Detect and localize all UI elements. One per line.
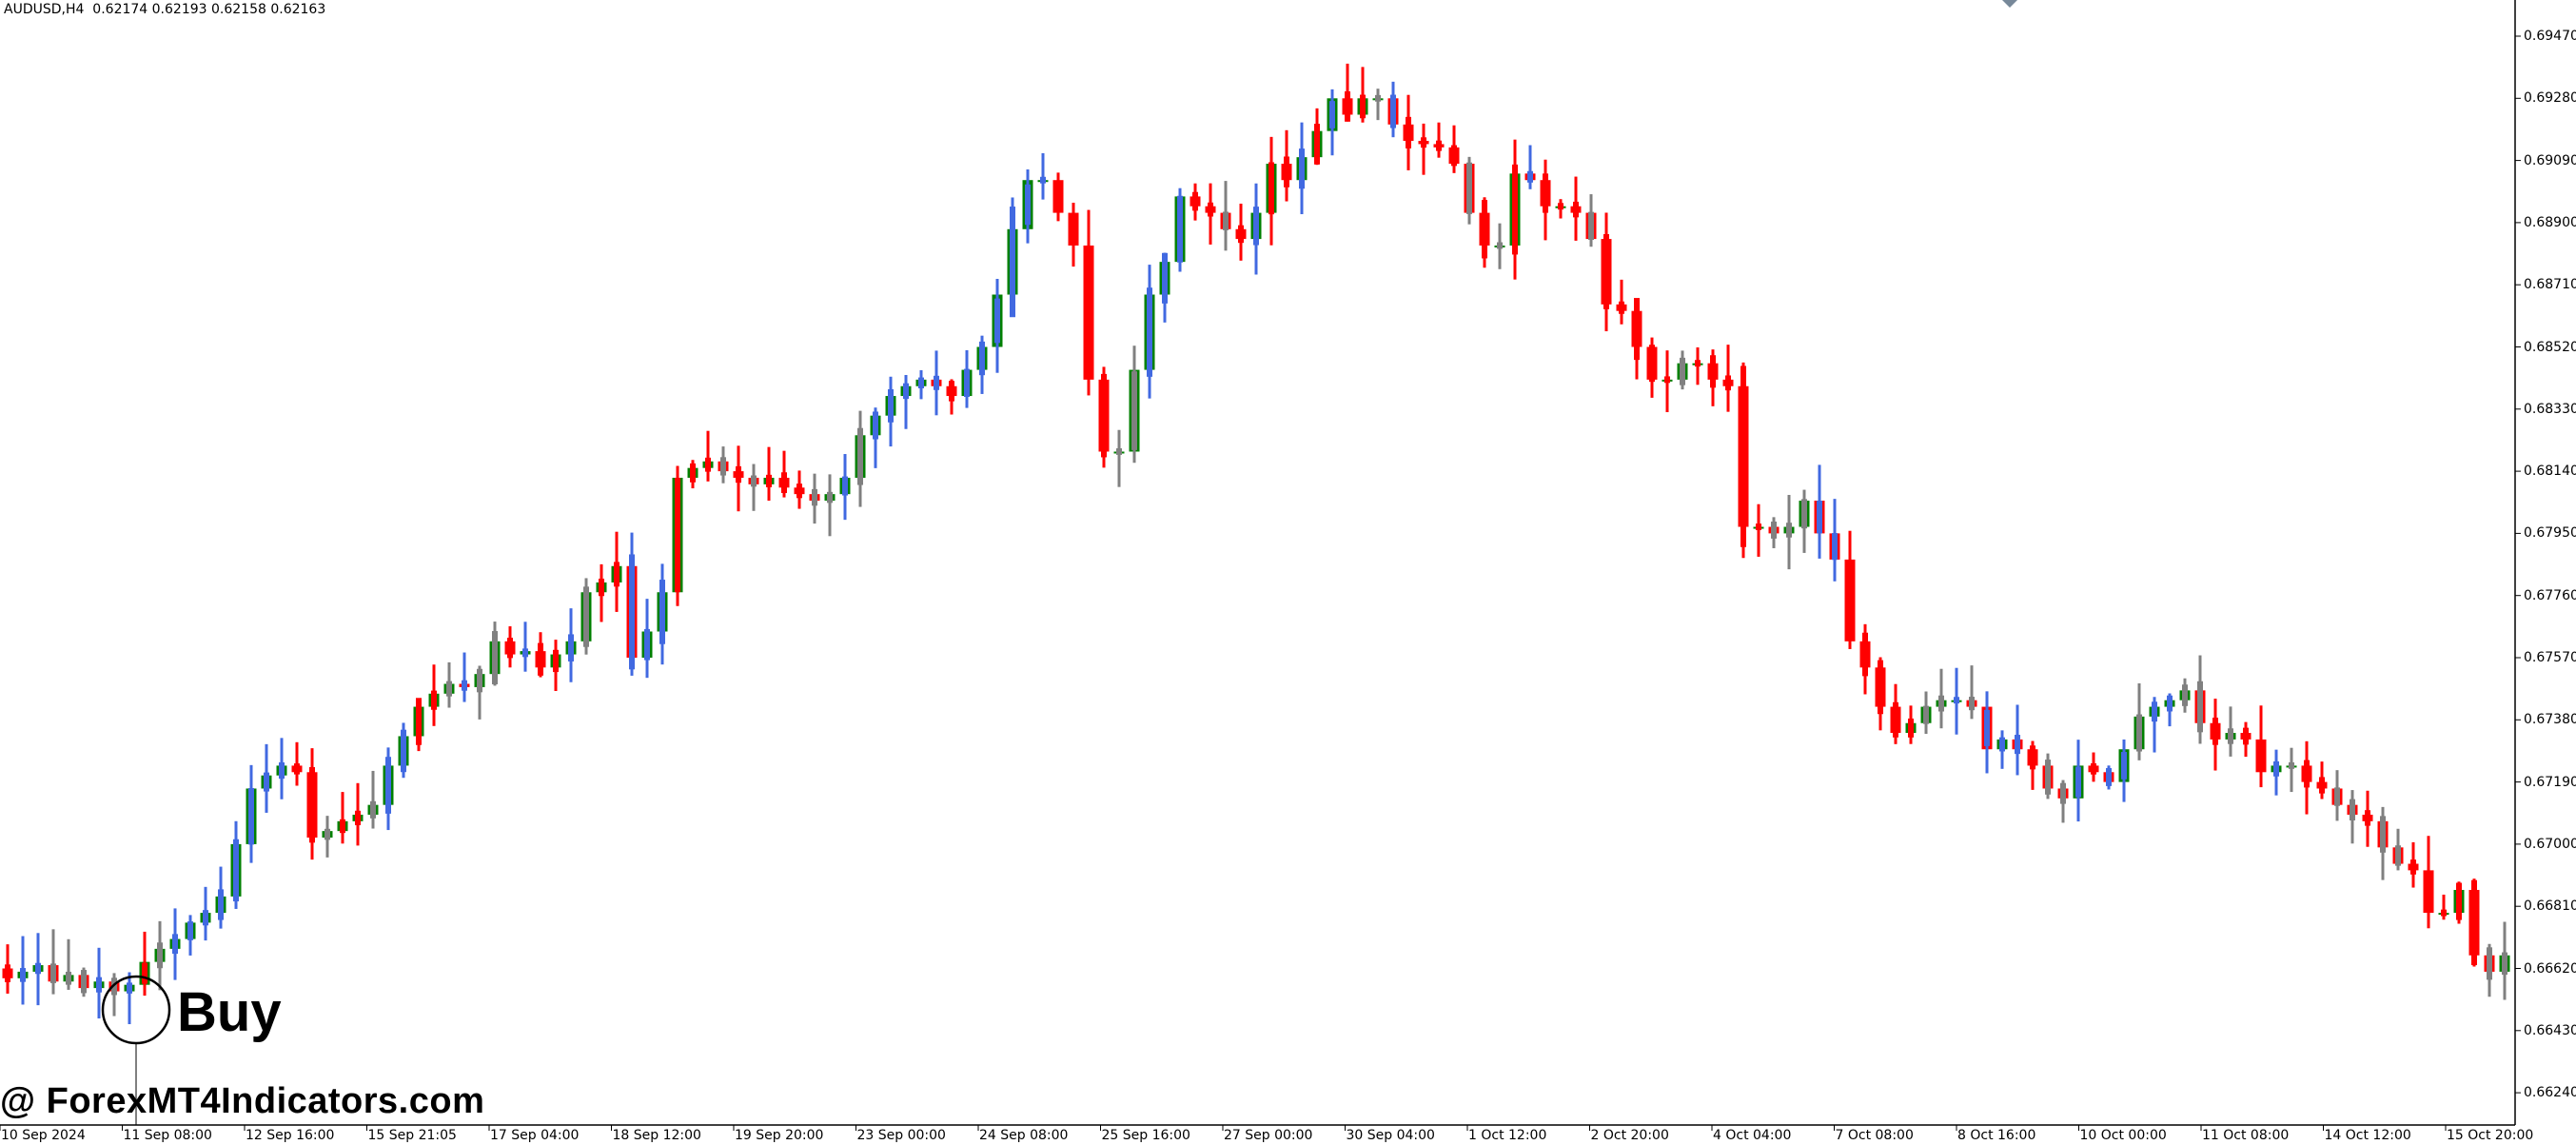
time-tick-label: 8 Oct 16:00 [1957,1128,2036,1143]
time-tick-label: 4 Oct 04:00 [1713,1128,1792,1143]
time-tick-label: 15 Oct 20:00 [2447,1128,2534,1143]
price-tick-label: 0.67380 [2524,712,2576,728]
time-tick-label: 10 Sep 2024 [1,1128,86,1143]
chart-title: AUDUSD,H4 0.62174 0.62193 0.62158 0.6216… [4,2,326,17]
time-tick-label: 25 Sep 16:00 [1101,1128,1190,1143]
price-tick-label: 0.67000 [2524,836,2576,852]
watermark: @ ForexMT4Indicators.com [0,1081,485,1121]
time-tick-label: 10 Oct 00:00 [2079,1128,2167,1143]
time-tick-label: 7 Oct 08:00 [1835,1128,1914,1143]
price-tick-label: 0.69470 [2524,29,2576,44]
price-tick-label: 0.68710 [2524,277,2576,293]
time-tick-label: 2 Oct 20:00 [1590,1128,1669,1143]
buy-signal-label: Buy [177,981,282,1043]
time-tick-label: 30 Sep 04:00 [1346,1128,1435,1143]
price-tick-label: 0.67950 [2524,525,2576,542]
time-tick-label: 11 Oct 08:00 [2202,1128,2290,1143]
time-tick-label: 14 Oct 12:00 [2324,1128,2411,1143]
price-tick-label: 0.66240 [2524,1085,2576,1101]
time-tick-label: 11 Sep 08:00 [123,1128,212,1143]
axis-ticks [0,35,2521,1131]
candlestick-series [2,63,2510,1125]
price-tick-label: 0.67570 [2524,650,2576,665]
price-tick-label: 0.69090 [2524,152,2576,168]
time-tick-label: 1 Oct 12:00 [1468,1128,1547,1143]
price-tick-label: 0.69280 [2524,90,2576,107]
time-tick-label: 17 Sep 04:00 [490,1128,580,1143]
time-tick-label: 23 Sep 00:00 [856,1128,946,1143]
time-tick-label: 12 Sep 16:00 [246,1128,335,1143]
price-tick-label: 0.68330 [2524,401,2576,417]
time-tick-label: 19 Sep 20:00 [735,1128,824,1143]
time-tick-label: 27 Sep 00:00 [1224,1128,1313,1143]
price-tick-label: 0.68520 [2524,339,2576,355]
price-tick-label: 0.66430 [2524,1022,2576,1038]
price-tick-label: 0.68900 [2524,214,2576,230]
time-tick-label: 18 Sep 12:00 [612,1128,701,1143]
price-tick-label: 0.66620 [2524,960,2576,977]
price-tick-label: 0.67760 [2524,587,2576,603]
price-tick-label: 0.67190 [2524,774,2576,790]
time-tick-label: 24 Sep 08:00 [979,1128,1069,1143]
chart-shift-marker-icon[interactable] [2002,0,2017,8]
time-tick-label: 15 Sep 21:05 [367,1128,457,1143]
buy-signal-circle-icon [101,975,171,1045]
price-tick-label: 0.68140 [2524,464,2576,480]
price-tick-label: 0.66810 [2524,898,2576,915]
